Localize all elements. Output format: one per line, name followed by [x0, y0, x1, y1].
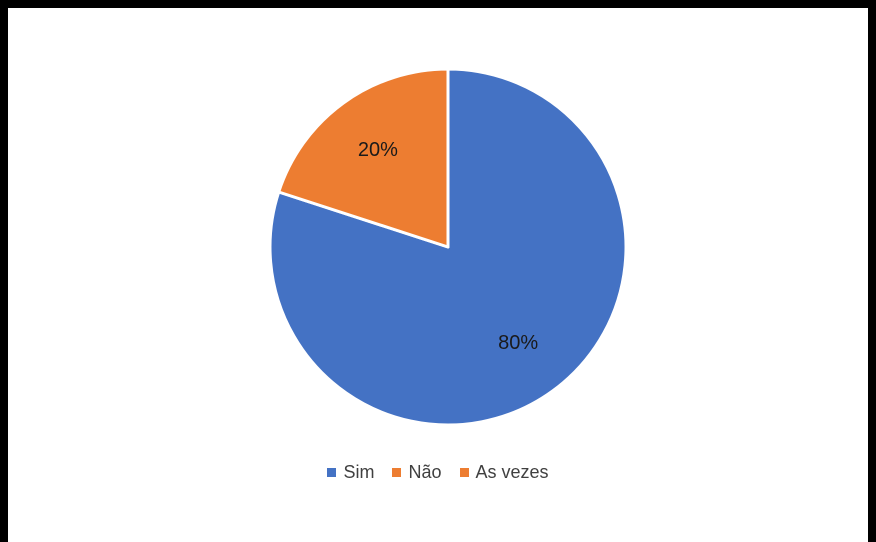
data-label-sim: 80% — [498, 332, 538, 354]
pie-slice-sim — [268, 67, 628, 427]
legend-label-as-vezes: As vezes — [475, 462, 549, 482]
legend-item-as-vezes: As vezes — [459, 462, 549, 483]
pie-slice-n-o — [277, 67, 450, 249]
legend-swatch-as-vezes — [459, 468, 469, 477]
legend-item-nao: Não — [392, 462, 442, 483]
legend-label-sim: Sim — [343, 462, 375, 482]
legend: Sim Não As vezes — [0, 462, 876, 483]
data-label-n-o: 20% — [358, 139, 398, 161]
legend-item-sim: Sim — [327, 462, 374, 483]
legend-swatch-sim — [327, 468, 337, 477]
legend-swatch-nao — [392, 468, 402, 477]
legend-label-nao: Não — [408, 462, 442, 482]
